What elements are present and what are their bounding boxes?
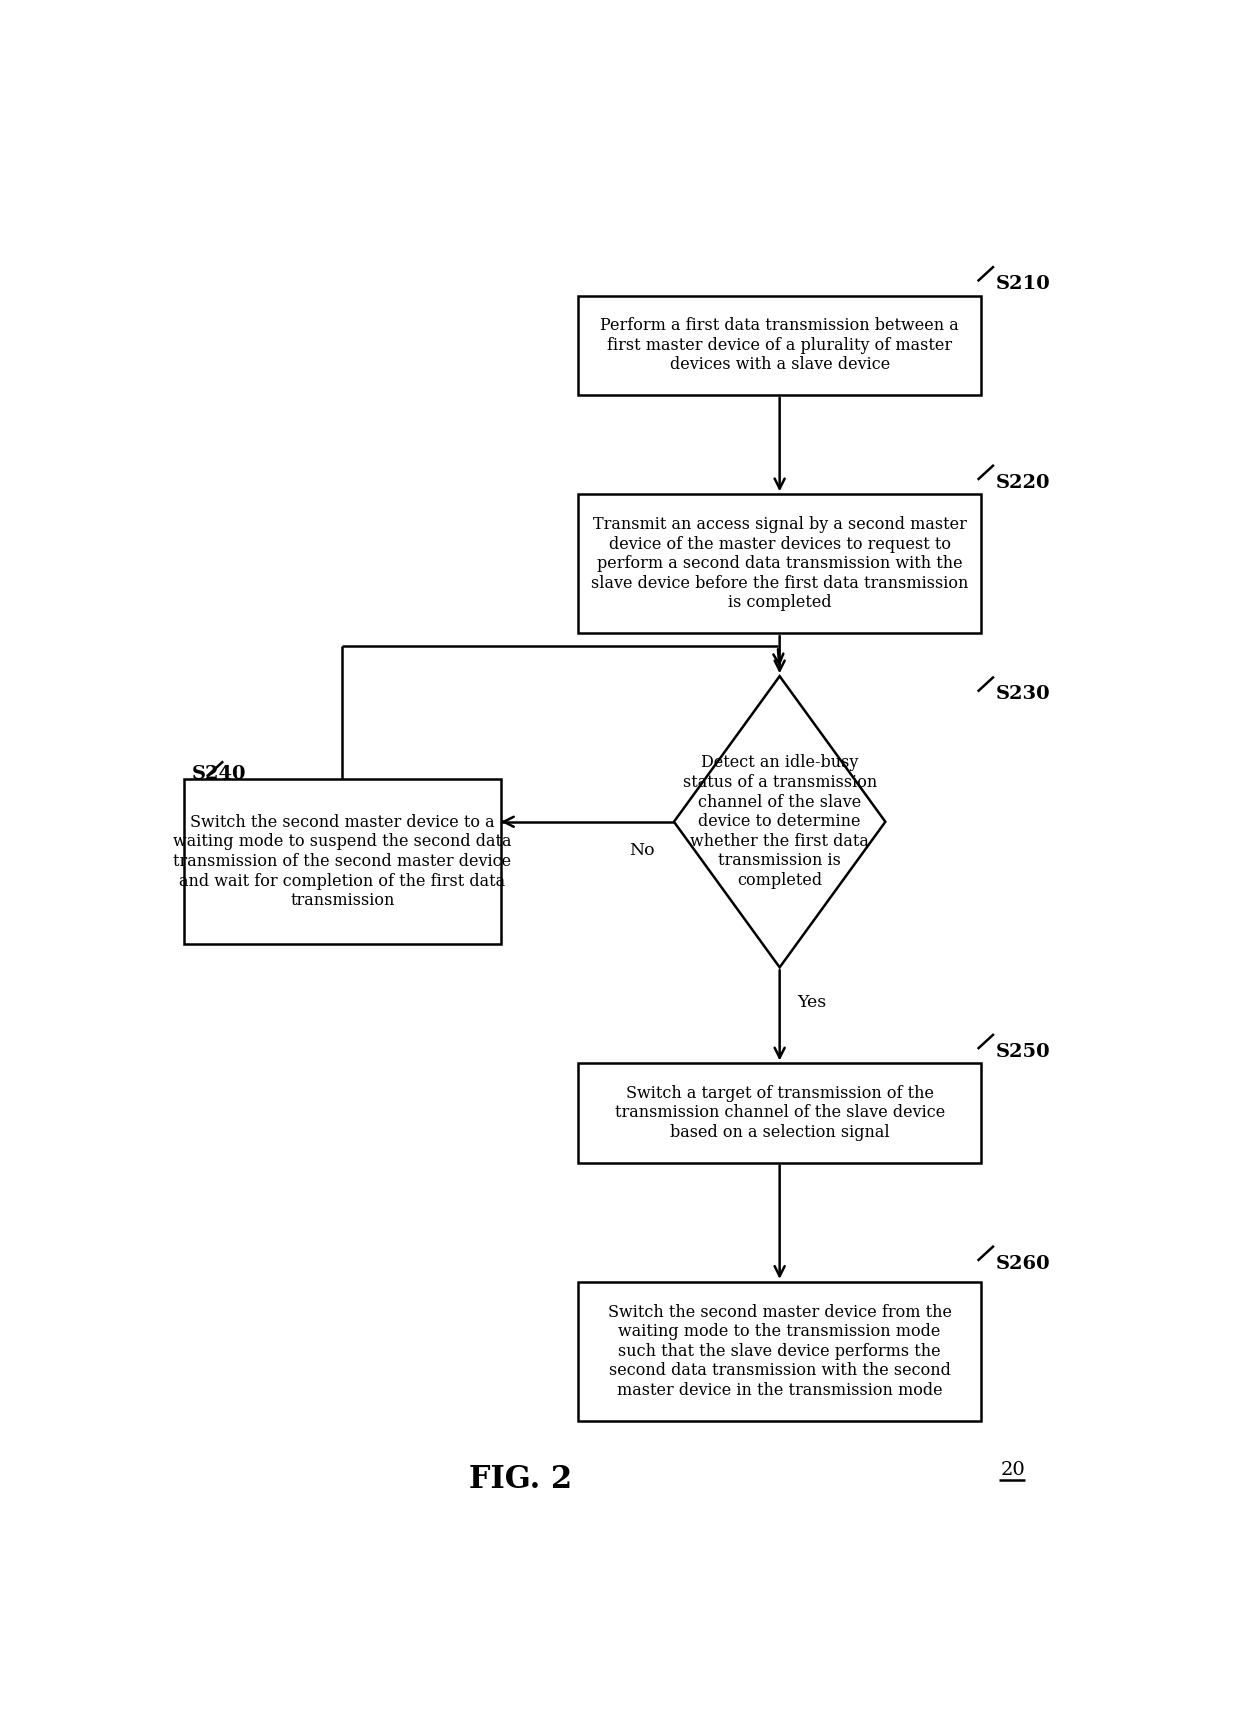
Text: S240: S240 bbox=[191, 765, 246, 782]
FancyBboxPatch shape bbox=[578, 1282, 982, 1420]
Text: Switch a target of transmission of the
transmission channel of the slave device
: Switch a target of transmission of the t… bbox=[615, 1085, 945, 1141]
FancyBboxPatch shape bbox=[578, 1064, 982, 1162]
Text: FIG. 2: FIG. 2 bbox=[469, 1465, 572, 1496]
Text: Switch the second master device to a
waiting mode to suspend the second data
tra: Switch the second master device to a wai… bbox=[174, 813, 512, 909]
Text: S260: S260 bbox=[996, 1255, 1050, 1272]
FancyBboxPatch shape bbox=[578, 493, 982, 633]
Text: No: No bbox=[629, 842, 655, 858]
Text: Transmit an access signal by a second master
device of the master devices to req: Transmit an access signal by a second ma… bbox=[591, 516, 968, 612]
Text: S210: S210 bbox=[996, 275, 1050, 294]
Polygon shape bbox=[675, 676, 885, 968]
FancyBboxPatch shape bbox=[578, 296, 982, 395]
Text: S250: S250 bbox=[996, 1043, 1050, 1061]
Text: S220: S220 bbox=[996, 474, 1050, 492]
FancyBboxPatch shape bbox=[184, 779, 501, 944]
Text: Perform a first data transmission between a
first master device of a plurality o: Perform a first data transmission betwee… bbox=[600, 318, 959, 373]
Text: Detect an idle-busy
status of a transmission
channel of the slave
device to dete: Detect an idle-busy status of a transmis… bbox=[682, 755, 877, 889]
Text: S230: S230 bbox=[996, 686, 1050, 703]
Text: 20: 20 bbox=[1001, 1461, 1025, 1480]
Text: Yes: Yes bbox=[797, 994, 826, 1011]
Text: Switch the second master device from the
waiting mode to the transmission mode
s: Switch the second master device from the… bbox=[608, 1303, 951, 1399]
